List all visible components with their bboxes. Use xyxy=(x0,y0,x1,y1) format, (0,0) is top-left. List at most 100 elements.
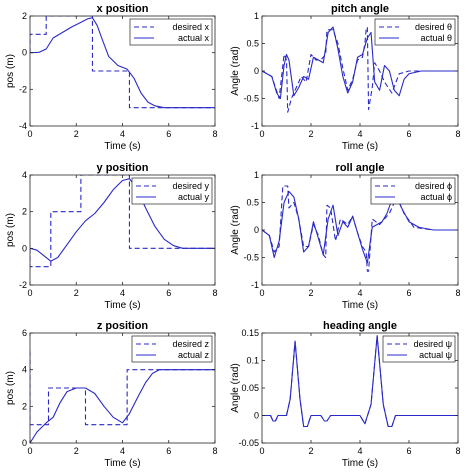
y-tick-label: 0 xyxy=(254,66,259,76)
y-axis-label: pos (m) xyxy=(5,54,16,88)
x-tick-label: 2 xyxy=(308,129,313,139)
y-tick-label: 2 xyxy=(22,207,27,217)
x-tick-label: 0 xyxy=(27,129,32,139)
x-tick-label: 0 xyxy=(27,446,32,456)
y-tick-label: 1 xyxy=(254,170,259,180)
x-tick-label: 0 xyxy=(259,288,264,298)
subplot-1: 0 2 4 6 8 -4 -2 0 2 x position Time (s) pos (m) desi… xyxy=(5,3,218,152)
plot-title: roll angle xyxy=(336,162,385,174)
y-tick-label: 0 xyxy=(22,48,27,58)
x-tick-label: 4 xyxy=(120,446,125,456)
y-tick-label: 4 xyxy=(22,365,27,375)
y-tick-label: 0.5 xyxy=(246,198,259,208)
x-tick-label: 6 xyxy=(406,446,411,456)
legend-entry: actual x xyxy=(178,33,210,43)
y-axis-label: Angle (rad) xyxy=(230,205,241,254)
y-axis-label: pos (m) xyxy=(5,213,16,247)
y-tick-label: 0 xyxy=(254,225,259,235)
legend-entry: actual ϕ xyxy=(420,192,452,202)
series-line-desired xyxy=(262,185,458,272)
x-tick-label: 8 xyxy=(212,129,217,139)
legend-box xyxy=(374,18,456,46)
x-tick-label: 8 xyxy=(455,446,460,456)
x-tick-label: 6 xyxy=(406,288,411,298)
y-tick-label: 0.05 xyxy=(241,383,259,393)
x-tick-label: 2 xyxy=(74,288,79,298)
y-tick-label: 4 xyxy=(22,170,27,180)
x-tick-label: 4 xyxy=(120,129,125,139)
y-tick-label: 0 xyxy=(22,438,27,448)
plot-title: pitch angle xyxy=(331,3,389,15)
series-line-actual xyxy=(30,369,215,443)
x-tick-label: 2 xyxy=(308,446,313,456)
x-axis-label: Time (s) xyxy=(342,458,378,469)
y-axis-label: pos (m) xyxy=(5,371,16,405)
legend-entry: desired θ xyxy=(415,22,452,32)
y-axis-label: Angle (rad) xyxy=(230,46,241,95)
subplot-4: 0 2 4 6 8 -1 -0.5 0 0.5 1 roll angle Time (s) Angle … xyxy=(230,162,461,311)
series-line-actual xyxy=(262,335,458,428)
series-line-actual xyxy=(262,26,458,100)
y-tick-label: 6 xyxy=(22,328,27,338)
x-tick-label: 8 xyxy=(212,446,217,456)
x-tick-label: 0 xyxy=(259,129,264,139)
y-tick-label: -2 xyxy=(19,84,27,94)
x-tick-label: 4 xyxy=(357,288,362,298)
legend-entry: actual y xyxy=(178,192,210,202)
x-tick-label: 0 xyxy=(27,288,32,298)
x-tick-label: 2 xyxy=(74,446,79,456)
y-axis-label: Angle (rad) xyxy=(230,363,241,412)
x-axis-label: Time (s) xyxy=(342,141,378,152)
legend-entry: desired ϕ xyxy=(415,181,452,191)
x-axis-label: Time (s) xyxy=(104,458,140,469)
y-tick-label: -4 xyxy=(19,121,27,131)
series-line-actual xyxy=(30,178,215,262)
y-tick-label: 0.1 xyxy=(246,356,259,366)
x-tick-label: 2 xyxy=(308,288,313,298)
y-tick-label: -0.5 xyxy=(243,94,259,104)
x-tick-label: 2 xyxy=(74,129,79,139)
series-line-actual xyxy=(30,17,215,109)
x-tick-label: 4 xyxy=(357,446,362,456)
plot-title: x position xyxy=(97,3,149,15)
y-tick-label: 1 xyxy=(254,11,259,21)
series-line-desired xyxy=(30,175,215,268)
x-tick-label: 6 xyxy=(166,288,171,298)
subplot-5: 0 2 4 6 8 0 2 4 6 z position Time (s) pos (m) desire… xyxy=(5,320,218,469)
x-tick-label: 4 xyxy=(357,129,362,139)
legend-entry: actual θ xyxy=(420,33,452,43)
subplot-2: 0 2 4 6 8 -1 -0.5 0 0.5 1 pitch angle Time (s) Angle… xyxy=(230,3,461,152)
x-axis-label: Time (s) xyxy=(104,300,140,311)
plot-title: y position xyxy=(97,162,149,174)
y-tick-label: 0.5 xyxy=(246,39,259,49)
y-tick-label: 2 xyxy=(22,401,27,411)
y-tick-label: -1 xyxy=(251,280,259,290)
x-axis-label: Time (s) xyxy=(342,300,378,311)
x-axis-label: Time (s) xyxy=(104,141,140,152)
x-tick-label: 4 xyxy=(120,288,125,298)
x-tick-label: 0 xyxy=(259,446,264,456)
legend-entry: desired y xyxy=(172,181,209,191)
x-tick-label: 6 xyxy=(166,446,171,456)
y-tick-label: 0 xyxy=(22,243,27,253)
legend-box xyxy=(129,18,213,46)
x-tick-label: 6 xyxy=(406,129,411,139)
legend-entry: actual z xyxy=(178,350,210,360)
y-tick-label: -0.5 xyxy=(243,253,259,263)
x-tick-label: 6 xyxy=(166,129,171,139)
legend-box xyxy=(382,335,456,363)
legend-entry: desired ψ xyxy=(414,339,452,349)
y-tick-label: -0.05 xyxy=(238,438,259,448)
y-tick-label: 0.15 xyxy=(241,328,259,338)
legend-entry: desired z xyxy=(172,339,209,349)
series-line-desired xyxy=(30,351,215,426)
legend-entry: actual ψ xyxy=(419,350,452,360)
